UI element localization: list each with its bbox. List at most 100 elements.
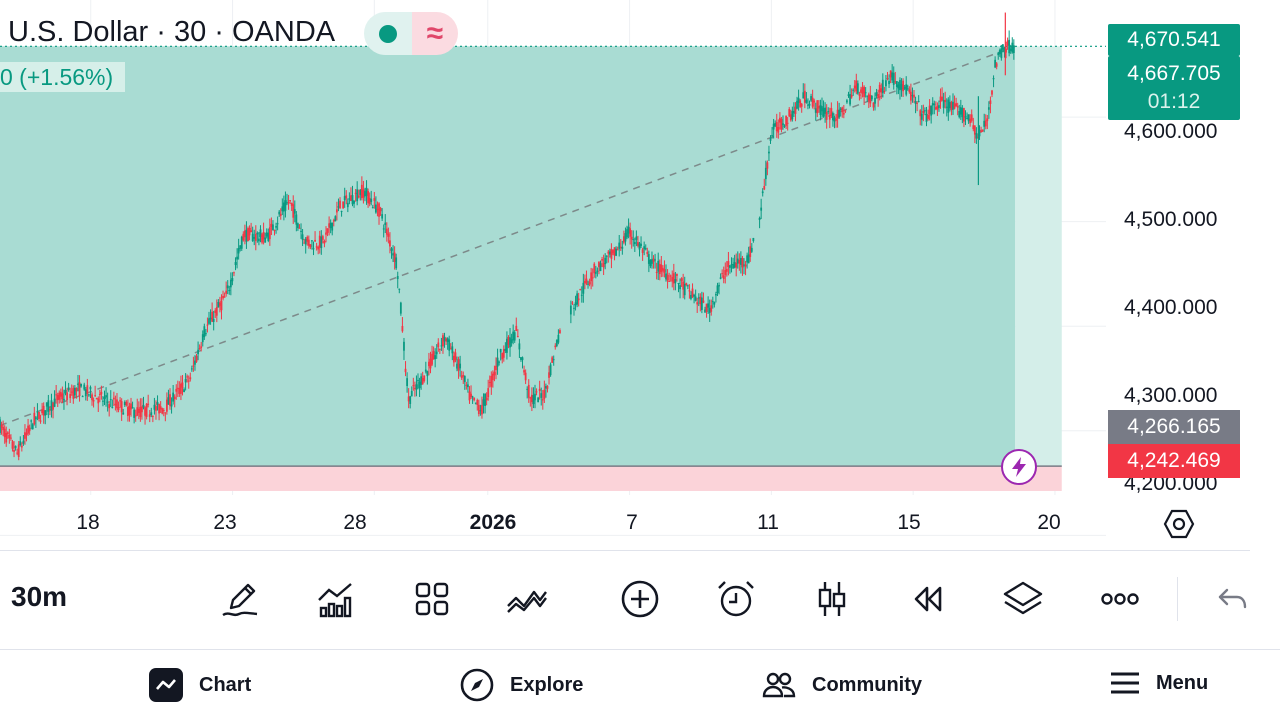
candle xyxy=(984,120,987,127)
candle xyxy=(891,72,894,81)
candle xyxy=(772,123,775,130)
candle xyxy=(576,293,579,305)
patterns-icon[interactable] xyxy=(505,577,549,621)
candle xyxy=(523,370,525,373)
candle xyxy=(858,94,861,96)
candle xyxy=(683,284,686,296)
candle xyxy=(584,280,586,284)
candle xyxy=(660,264,663,273)
candle xyxy=(677,282,680,284)
candle xyxy=(0,424,3,428)
candle xyxy=(378,203,380,217)
candle xyxy=(540,393,543,398)
candle xyxy=(440,345,443,347)
candle xyxy=(482,399,485,406)
candle xyxy=(527,384,530,398)
toolbar-divider xyxy=(1177,577,1178,621)
candle xyxy=(909,91,912,101)
candle xyxy=(225,290,228,294)
candle xyxy=(559,330,561,334)
candle xyxy=(679,285,681,290)
candle xyxy=(532,395,535,405)
delayed-data-icon[interactable]: ≈ xyxy=(412,12,458,55)
undo-icon[interactable] xyxy=(1210,577,1254,621)
symbol-title[interactable]: U.S. Dollar · 30 · OANDA xyxy=(8,16,336,48)
candle xyxy=(807,104,809,106)
candle xyxy=(690,294,692,299)
candle xyxy=(64,389,67,394)
candle xyxy=(585,278,588,284)
candle xyxy=(100,391,103,395)
indicators-icon[interactable] xyxy=(314,577,358,621)
market-open-icon[interactable] xyxy=(364,12,412,55)
candle xyxy=(768,151,770,154)
candle xyxy=(211,311,214,322)
candle xyxy=(448,339,451,351)
candle xyxy=(105,395,107,398)
candle xyxy=(616,249,619,251)
candle xyxy=(881,79,884,94)
chart-area[interactable]: U.S. Dollar · 30 · OANDA ≈ 0 (+1.56%) 4,… xyxy=(0,0,1280,550)
loss-zone xyxy=(0,466,1062,491)
candle xyxy=(718,285,720,287)
candle xyxy=(94,395,97,397)
alarm-icon[interactable] xyxy=(714,577,758,621)
candle xyxy=(889,70,892,78)
candle xyxy=(137,408,140,413)
candle xyxy=(769,138,772,141)
candle xyxy=(860,89,862,93)
candle xyxy=(626,229,628,238)
candles-icon[interactable] xyxy=(810,577,854,621)
candle xyxy=(529,397,532,399)
candle xyxy=(700,297,703,310)
nav-menu-label: Menu xyxy=(1156,671,1209,694)
candle xyxy=(515,325,518,331)
candle xyxy=(262,231,265,240)
candle xyxy=(587,283,589,285)
candle xyxy=(155,406,157,411)
profit-zone-future xyxy=(1015,46,1062,467)
candle xyxy=(167,397,170,405)
candle xyxy=(830,108,833,116)
candle xyxy=(169,394,171,406)
candle xyxy=(142,404,145,408)
candle xyxy=(507,337,510,345)
candle xyxy=(172,392,175,402)
candle xyxy=(114,403,117,406)
candle xyxy=(506,338,508,353)
candle xyxy=(385,228,388,235)
candle xyxy=(141,406,143,413)
candle xyxy=(150,412,153,415)
candle xyxy=(49,409,51,411)
candle xyxy=(219,302,221,306)
more-icon[interactable] xyxy=(1098,577,1142,621)
nav-community[interactable]: Community xyxy=(762,668,922,702)
candle xyxy=(972,125,975,130)
add-circle-icon[interactable] xyxy=(618,577,662,621)
candle xyxy=(58,392,61,400)
nav-explore[interactable]: Explore xyxy=(460,668,583,702)
nav-chart[interactable]: Chart xyxy=(149,668,251,702)
settings-hexagon-icon[interactable] xyxy=(1163,508,1195,540)
layers-icon[interactable] xyxy=(1001,577,1045,621)
interval-button[interactable]: 30m xyxy=(11,581,68,612)
status-badges[interactable]: ≈ xyxy=(364,12,458,55)
candle xyxy=(392,253,394,256)
candle xyxy=(292,204,295,218)
candle xyxy=(236,256,238,260)
candle xyxy=(610,249,613,259)
nav-menu[interactable]: Menu xyxy=(1110,668,1208,698)
candle xyxy=(516,335,519,338)
candle xyxy=(457,359,460,371)
candle xyxy=(978,129,981,137)
candle xyxy=(672,273,675,284)
pencil-icon[interactable] xyxy=(218,577,262,621)
candle xyxy=(417,379,419,382)
grid-icon[interactable] xyxy=(410,577,454,621)
compass-icon xyxy=(460,668,494,702)
candle xyxy=(265,232,268,237)
lightning-icon[interactable] xyxy=(1001,449,1037,485)
candle xyxy=(189,377,192,380)
replay-icon[interactable] xyxy=(906,577,950,621)
price-chart[interactable] xyxy=(0,0,1280,550)
